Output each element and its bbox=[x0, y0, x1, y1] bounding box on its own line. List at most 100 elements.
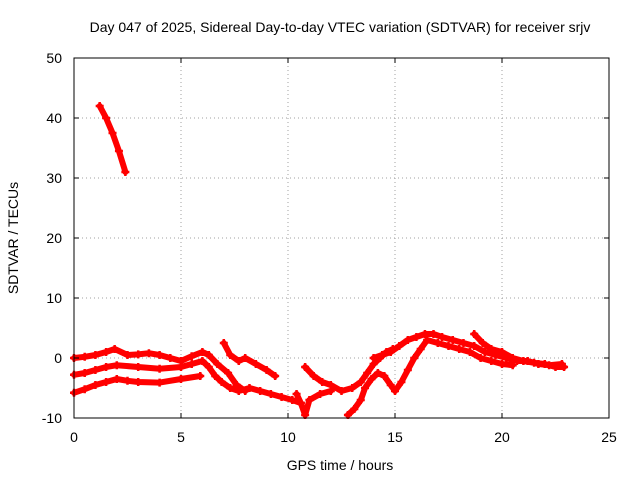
data-point-marker bbox=[363, 369, 372, 377]
data-point-marker bbox=[219, 339, 228, 347]
data-point-marker bbox=[560, 363, 569, 371]
data-point-marker bbox=[478, 339, 487, 347]
data-point-marker bbox=[166, 354, 175, 362]
data-point-marker bbox=[187, 360, 196, 368]
data-point-marker bbox=[412, 333, 421, 341]
tick-labels: 0 5 10 15 20 25 -10 0 10 20 30 40 50 bbox=[42, 50, 617, 445]
data-point-marker bbox=[102, 378, 111, 386]
data-point-marker bbox=[155, 351, 164, 359]
data-point-marker bbox=[177, 375, 185, 383]
data-point-marker bbox=[465, 348, 474, 356]
x-tick-label: 0 bbox=[70, 429, 78, 445]
data-point-marker bbox=[256, 387, 265, 395]
data-point-marker bbox=[110, 345, 119, 353]
data-point-marker bbox=[134, 363, 143, 371]
data-point-marker bbox=[123, 351, 132, 359]
data-point-marker bbox=[251, 360, 260, 368]
data-point-marker bbox=[326, 381, 335, 389]
data-point-marker bbox=[80, 385, 89, 394]
data-point-marker bbox=[403, 336, 412, 344]
data-point-marker bbox=[196, 372, 205, 380]
x-tick-label: 20 bbox=[494, 429, 510, 445]
data-point-marker bbox=[470, 330, 479, 338]
series-arc-10 bbox=[471, 331, 568, 370]
data-point-marker bbox=[277, 393, 286, 401]
data-point-marker bbox=[508, 354, 517, 362]
data-point-marker bbox=[241, 354, 250, 362]
x-axis-title: GPS time / hours bbox=[287, 457, 394, 473]
y-tick-label: 40 bbox=[46, 110, 62, 126]
data-point-marker bbox=[226, 384, 235, 392]
data-point-marker bbox=[448, 336, 457, 344]
data-point-marker bbox=[296, 399, 305, 407]
data-series bbox=[70, 102, 569, 419]
data-point-marker bbox=[80, 369, 89, 377]
data-point-marker bbox=[198, 357, 207, 365]
data-point-marker bbox=[337, 387, 346, 395]
data-point-marker bbox=[519, 357, 528, 365]
y-tick-label: 0 bbox=[54, 350, 62, 366]
series-arc-1 bbox=[96, 103, 129, 175]
data-point-marker bbox=[224, 369, 233, 377]
data-point-marker bbox=[108, 129, 117, 137]
data-point-marker bbox=[438, 333, 447, 341]
data-point-marker bbox=[423, 336, 432, 344]
data-point-marker bbox=[380, 372, 389, 380]
data-point-marker bbox=[540, 360, 549, 368]
data-point-marker bbox=[134, 350, 143, 359]
data-point-marker bbox=[433, 339, 442, 347]
data-point-marker bbox=[114, 147, 123, 155]
data-point-marker bbox=[378, 351, 387, 359]
data-point-marker bbox=[420, 330, 429, 338]
data-point-marker bbox=[198, 348, 207, 356]
data-point-marker bbox=[480, 348, 489, 356]
x-tick-label: 10 bbox=[280, 429, 296, 445]
y-tick-label: -10 bbox=[42, 410, 62, 426]
data-point-marker bbox=[395, 342, 404, 350]
data-point-marker bbox=[367, 375, 376, 383]
data-point-marker bbox=[373, 369, 382, 377]
data-point-marker bbox=[177, 363, 185, 371]
data-point-marker bbox=[102, 348, 111, 356]
data-point-marker bbox=[410, 354, 419, 362]
data-point-marker bbox=[487, 345, 496, 353]
data-point-marker bbox=[403, 366, 412, 374]
data-point-marker bbox=[356, 378, 365, 386]
x-tick-label: 15 bbox=[387, 429, 403, 445]
data-point-marker bbox=[226, 351, 235, 359]
y-axis-title: SDTVAR / TECUs bbox=[5, 182, 21, 294]
data-point-marker bbox=[234, 387, 243, 395]
data-point-marker bbox=[386, 381, 395, 389]
data-point-marker bbox=[123, 376, 132, 385]
data-point-marker bbox=[309, 372, 318, 380]
data-point-marker bbox=[397, 378, 406, 386]
data-point-marker bbox=[204, 351, 213, 359]
data-point-marker bbox=[386, 348, 395, 356]
data-point-marker bbox=[498, 360, 506, 368]
data-point-marker bbox=[102, 114, 111, 122]
data-point-marker bbox=[144, 349, 153, 358]
data-point-marker bbox=[305, 396, 314, 404]
data-point-marker bbox=[361, 384, 370, 392]
data-point-marker bbox=[470, 342, 479, 350]
data-point-marker bbox=[211, 372, 220, 380]
data-point-marker bbox=[271, 372, 280, 380]
data-point-marker bbox=[204, 363, 213, 371]
data-point-marker bbox=[91, 351, 100, 359]
data-point-marker bbox=[266, 390, 275, 398]
data-point-marker bbox=[292, 390, 301, 398]
data-point-marker bbox=[416, 345, 425, 353]
y-tick-label: 20 bbox=[46, 230, 62, 246]
x-tick-label: 5 bbox=[177, 429, 185, 445]
data-point-marker bbox=[551, 363, 560, 371]
data-point-marker bbox=[213, 360, 222, 368]
data-point-marker bbox=[369, 354, 378, 362]
data-point-marker bbox=[429, 330, 438, 338]
data-point-marker bbox=[530, 358, 539, 367]
data-point-marker bbox=[187, 352, 196, 361]
data-point-marker bbox=[112, 361, 121, 370]
data-point-marker bbox=[102, 363, 111, 371]
series-arc-4 bbox=[71, 373, 204, 396]
data-point-marker bbox=[350, 405, 359, 413]
